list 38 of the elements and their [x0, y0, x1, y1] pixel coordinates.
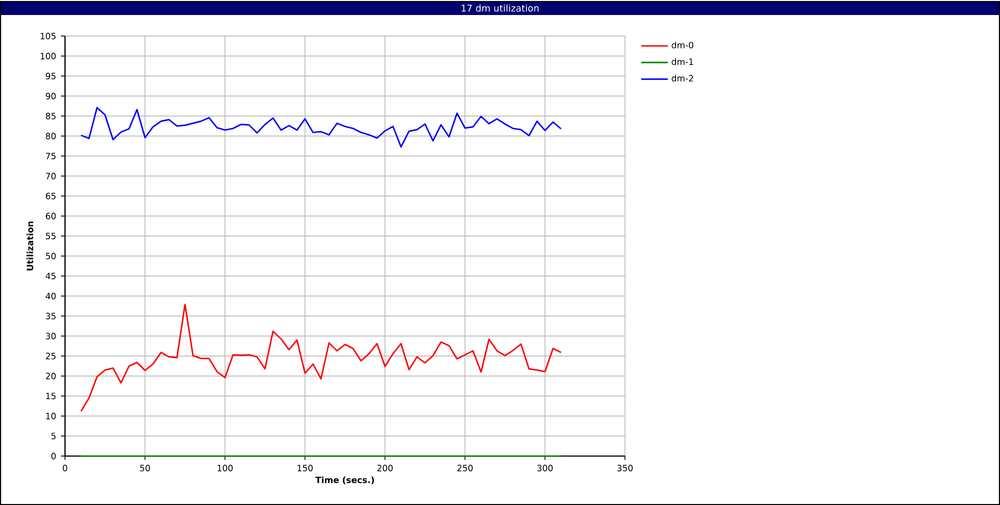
y-tick-label: 105 [40, 32, 56, 40]
y-tick-label: 30 [46, 332, 56, 340]
y-tick-label: 85 [46, 112, 56, 120]
legend-label: dm-2 [672, 74, 693, 82]
y-tick-label: 55 [46, 232, 56, 240]
y-tick-label: 75 [46, 152, 56, 160]
y-tick-label: 10 [46, 412, 56, 420]
x-axis-title: Time (secs.) [315, 476, 374, 484]
y-tick-label: 45 [46, 272, 56, 280]
y-tick-label: 5 [51, 432, 56, 440]
x-tick-label: 350 [617, 464, 633, 472]
y-tick-label: 15 [46, 392, 56, 400]
y-tick-label: 35 [46, 312, 56, 320]
y-tick-label: 70 [46, 172, 56, 180]
x-tick-label: 250 [457, 464, 473, 472]
y-tick-label: 20 [46, 372, 56, 380]
y-tick-label: 40 [46, 292, 56, 300]
y-tick-label: 90 [46, 92, 56, 100]
x-tick-label: 100 [218, 464, 233, 472]
line-series [80, 304, 562, 412]
y-tick-label: 100 [40, 52, 56, 60]
y-tick-label: 80 [46, 132, 56, 140]
x-tick-label: 300 [537, 464, 553, 472]
y-tick-label: 60 [46, 212, 56, 220]
x-tick-label: 50 [140, 464, 150, 472]
legend-label: dm-0 [672, 42, 694, 48]
y-tick-label: 25 [46, 352, 56, 360]
y-tick-label: 65 [46, 192, 56, 200]
x-tick-label: 0 [62, 464, 68, 472]
y-tick-label: 50 [46, 252, 56, 260]
chart-title: 17 dm utilization [462, 4, 539, 12]
x-tick-label: 150 [298, 464, 313, 472]
y-axis-title: Utilization [26, 222, 34, 270]
y-tick-label: 0 [51, 452, 56, 460]
line-series [80, 106, 562, 148]
y-tick-label: 95 [46, 72, 56, 80]
legend-label: dm-1 [672, 58, 694, 65]
x-tick-label: 200 [377, 464, 393, 472]
